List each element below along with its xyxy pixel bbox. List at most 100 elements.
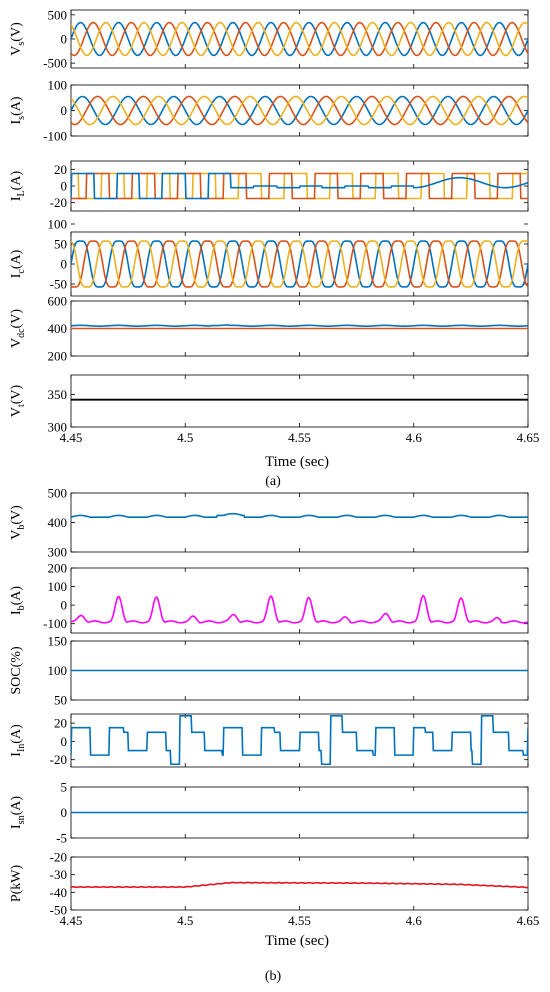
x-tick-label: 4.45 (60, 913, 83, 928)
vb-line (71, 512, 528, 518)
y-tick-label: 350 (48, 387, 68, 402)
series-group (71, 595, 528, 624)
y-tick-label: 0 (61, 598, 68, 613)
x-tick-label: 4.5 (177, 913, 193, 928)
x-axis-label-b: Time (sec) (265, 933, 329, 949)
phase-b-line (71, 95, 528, 126)
y-tick-label: 0 (61, 103, 68, 118)
ib-line (71, 595, 528, 624)
phase-a-line (71, 95, 528, 126)
y-tick-label: 20 (54, 716, 67, 731)
y-tick-label: 300 (48, 420, 68, 435)
y-tick-label: 0 (61, 257, 68, 272)
y-tick-label: 600 (48, 294, 68, 309)
panel-10: 20 0 -20 IIn(A) (9, 713, 529, 768)
y-tick-label: -50 (50, 903, 67, 918)
x-tick-label: 4.55 (288, 913, 311, 928)
y-tick-label: 200 (48, 561, 68, 576)
y-tick-label: 150 (48, 634, 68, 649)
panel-8: 200 100 0 -100 Ib(A) (9, 561, 529, 634)
phase-a-line (71, 21, 528, 57)
series-group (71, 172, 528, 200)
panel-7: 500 400 300 Vb(V) (9, 486, 529, 560)
y-tick-label: 300 (48, 545, 68, 560)
y-tick-label: 100 (48, 217, 68, 232)
y-tick-label: 20 (54, 162, 67, 177)
y-tick-label: 5 (61, 780, 68, 795)
panel-6: 350 300 Vt(V) 4.45 4.5 4.55 4.6 4.65 (9, 374, 540, 445)
y-tick-label: -100 (43, 616, 67, 631)
panels-group: 5000-500Vs(V)1000-100Is(A)200-20IL(A)100… (9, 7, 539, 928)
panel-4: 100 50 0 -50 Ic(A) (9, 217, 529, 297)
y-axis-label: IIn(A) (9, 724, 27, 757)
vdc-line (71, 324, 528, 327)
phase-c-line (71, 21, 528, 57)
x-tick-label: 4.65 (517, 913, 540, 928)
y-tick-label: -5 (56, 831, 67, 846)
y-axis-label: Isn(A) (9, 796, 27, 829)
panel-2: 100 0 -100 Is(A) (9, 78, 529, 144)
y-axis-label: IL(A) (9, 171, 27, 202)
y-tick-label: 100 (48, 579, 68, 594)
x-tick-label: 4.6 (406, 913, 423, 928)
power-line (71, 881, 528, 889)
y-tick-label: 100 (48, 78, 68, 93)
y-tick-label: 0 (61, 734, 68, 749)
phase-b-line (71, 21, 528, 57)
y-axis-label: Vs(V) (9, 22, 27, 56)
phase-c-line (71, 240, 528, 288)
y-tick-label: -50 (50, 277, 67, 292)
y-axis-label: Ib(A) (9, 586, 27, 615)
x-tick-label: 4.6 (406, 430, 423, 445)
y-axis-label: Is(A) (9, 96, 27, 124)
phase-c-line (71, 95, 528, 126)
y-tick-label: 100 (48, 663, 68, 678)
y-axis-label: SOC(%) (9, 646, 24, 695)
series-group (71, 715, 528, 766)
y-tick-label: 0 (61, 179, 68, 194)
y-axis-label: Ic(A) (9, 249, 27, 278)
figure-label-a: (a) (265, 474, 281, 489)
y-axis-label: P(kW) (9, 864, 24, 902)
series-group (71, 324, 528, 330)
panel-1: 500 0 -500 Vs(V) (9, 7, 529, 71)
y-axis-label: Vdc(V) (9, 309, 27, 348)
y-tick-label: 500 (48, 486, 68, 501)
phase-b-line (71, 240, 528, 288)
series-group (71, 881, 528, 889)
y-tick-label: -100 (43, 129, 67, 144)
phase-a-line (71, 240, 528, 288)
y-tick-label: -40 (50, 885, 67, 900)
series-group (71, 95, 528, 126)
y-tick-label: 400 (48, 515, 68, 530)
panel-11: 5 0 -5 Isn(A) (9, 780, 529, 846)
y-tick-label: -20 (50, 850, 67, 865)
panel-9: 150 100 50 SOC(%) (9, 634, 529, 708)
x-tick-label: 4.5 (177, 430, 193, 445)
iin-line (71, 715, 528, 766)
y-tick-label: -30 (50, 867, 67, 882)
y-tick-label: 200 (48, 349, 68, 364)
y-tick-label: -20 (50, 195, 67, 210)
series-group (71, 512, 528, 518)
y-tick-label: 500 (48, 7, 68, 22)
y-axis-label: Vt(V) (9, 384, 27, 417)
panel-5: 600 400 200 Vdc(V) (9, 294, 529, 364)
x-tick-label: 4.55 (288, 430, 311, 445)
figure-label-b: (b) (265, 969, 282, 984)
x-axis-label-a: Time (sec) (265, 454, 329, 470)
series-group (71, 240, 528, 288)
y-tick-label: 400 (48, 321, 68, 336)
y-tick-label: -500 (43, 56, 67, 71)
y-axis-label: Vb(V) (9, 505, 27, 540)
y-tick-label: 50 (54, 693, 67, 708)
y-tick-label: -20 (50, 752, 67, 767)
panel-3: 20 0-20 IL(A) (9, 160, 529, 212)
y-tick-label: 0 (61, 805, 68, 820)
x-tick-label: 4.65 (517, 430, 540, 445)
series-group (71, 21, 528, 57)
y-tick-label: 50 (54, 237, 67, 252)
phase-a-line (71, 172, 528, 200)
plot-frame (70, 492, 529, 553)
